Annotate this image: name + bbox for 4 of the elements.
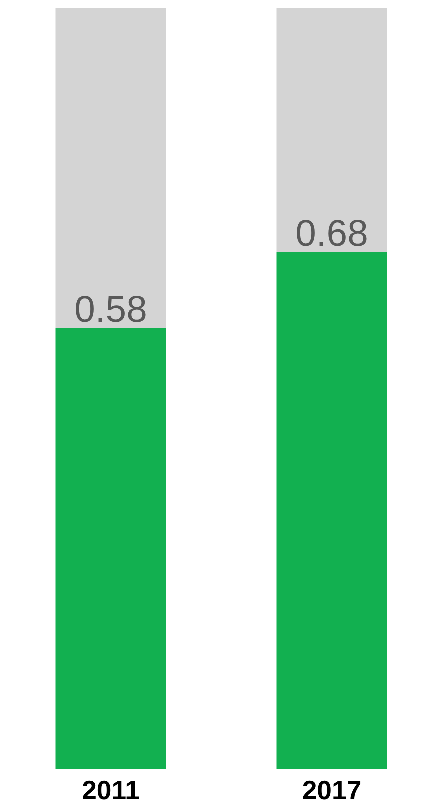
data-label: 0.58	[74, 288, 148, 330]
data-label: 0.68	[296, 212, 368, 254]
x-tick-label: 2011	[82, 776, 140, 802]
x-tick-label: 2017	[302, 776, 362, 802]
